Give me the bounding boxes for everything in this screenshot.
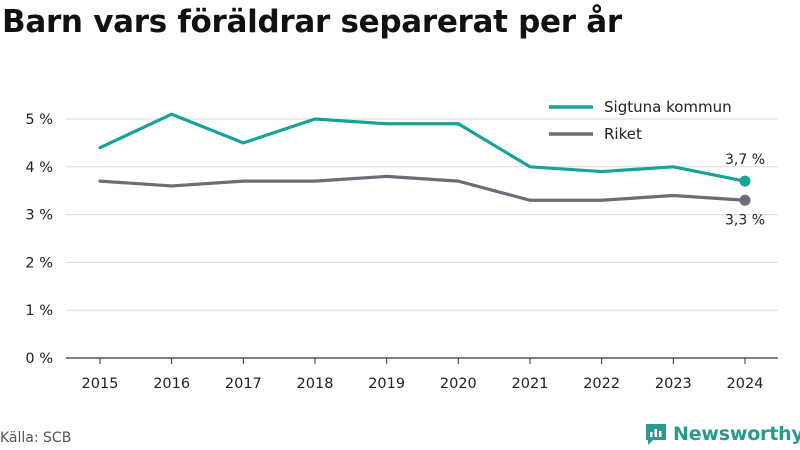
y-tick-label: 1 % xyxy=(25,303,53,319)
x-tick-label: 2021 xyxy=(512,376,549,392)
brand-logo: Newsworthy xyxy=(645,420,800,448)
series-line-riket xyxy=(98,174,747,202)
y-tick-label: 3 % xyxy=(25,208,53,224)
brand-name: Newsworthy xyxy=(673,423,800,445)
end-point-marker xyxy=(739,194,751,206)
x-tick-label: 2020 xyxy=(440,376,477,392)
y-tick-label: 0 % xyxy=(25,351,53,367)
end-point-marker xyxy=(739,175,751,187)
end-value-label: 3,3 % xyxy=(725,212,765,228)
legend-label: Riket xyxy=(604,125,642,143)
legend: Sigtuna kommun Riket xyxy=(549,98,732,143)
x-tick-label: 2024 xyxy=(727,376,764,392)
series-line-sigtuna xyxy=(98,112,747,183)
x-tick-label: 2017 xyxy=(225,376,262,392)
x-tick-label: 2015 xyxy=(82,376,119,392)
source-note: Källa: SCB xyxy=(0,430,72,446)
x-tick-label: 2022 xyxy=(583,376,620,392)
y-tick-label: 5 % xyxy=(25,112,53,128)
x-tick-label: 2018 xyxy=(297,376,334,392)
legend-label: Sigtuna kommun xyxy=(604,98,732,116)
end-markers: 3,7 % 3,3 % xyxy=(725,152,765,228)
end-value-label: 3,7 % xyxy=(725,152,765,168)
series-lines xyxy=(98,112,747,202)
x-tick-label: 2016 xyxy=(153,376,190,392)
newsworthy-logo-icon xyxy=(646,424,666,445)
x-tick-label: 2019 xyxy=(368,376,405,392)
x-axis: 2015 2016 2017 2018 2019 2020 2021 2022 2023 2024 xyxy=(82,358,764,392)
y-tick-label: 2 % xyxy=(25,255,53,271)
y-tick-label: 4 % xyxy=(25,160,53,176)
chart-title: Barn vars föräldrar separerat per år xyxy=(2,4,622,40)
y-axis-tick-labels: 0 % 1 % 2 % 3 % 4 % 5 % xyxy=(25,112,53,367)
gridlines xyxy=(66,118,778,359)
x-tick-label: 2023 xyxy=(655,376,692,392)
